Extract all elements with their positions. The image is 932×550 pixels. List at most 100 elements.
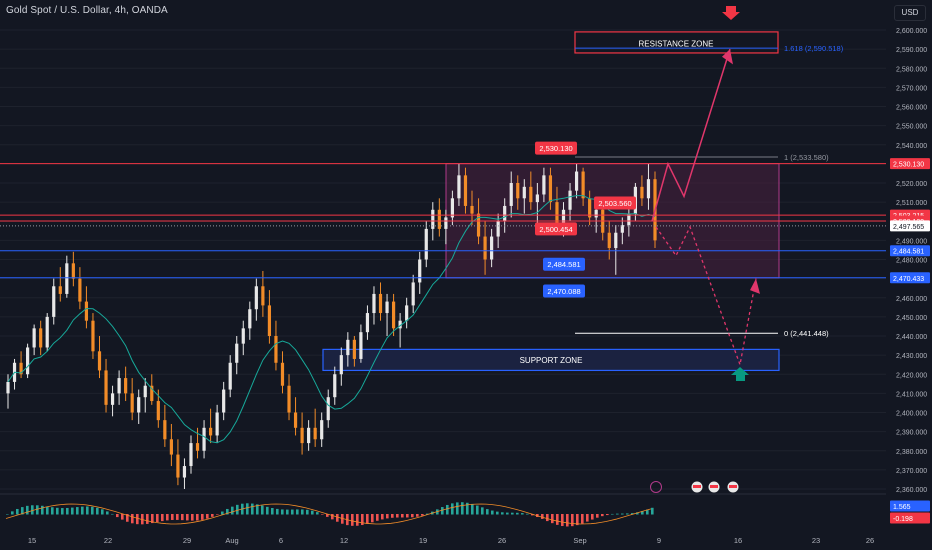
candle-body (195, 443, 200, 451)
price-tick-label: 2,360.000 (896, 487, 927, 494)
candle-body (215, 412, 219, 436)
sell-arrow-icon (722, 6, 740, 20)
price-tick-label: 2,420.000 (896, 372, 927, 379)
candle-body (287, 385, 291, 413)
oscillator-bar (416, 514, 419, 517)
oscillator-bar (396, 514, 399, 518)
oscillator-bar (326, 514, 329, 517)
candle-body (496, 221, 500, 237)
candle-body (378, 293, 383, 314)
candle-body (78, 278, 82, 302)
oscillator-pane (0, 493, 886, 527)
price-callout (535, 222, 577, 236)
candle-body (418, 259, 422, 283)
projection-arrows (651, 6, 760, 381)
candle-body (372, 293, 376, 314)
oscillator-bar (311, 510, 314, 515)
price-tick-label: 2,440.000 (896, 334, 927, 341)
time-axis: 15 22 29 Aug 6 12 19 26 Sep 9 16 23 26 (28, 536, 874, 545)
candle-body (588, 198, 592, 218)
price-tag (890, 220, 930, 232)
candle-body (424, 228, 428, 260)
oscillator-bar (21, 507, 24, 515)
oscillator-bar (256, 504, 259, 515)
time-tick-label: 12 (340, 536, 348, 545)
oscillator-bar (76, 507, 79, 515)
oscillator-bar (526, 513, 529, 515)
oscillator-bar (106, 511, 109, 515)
candle-body (163, 420, 167, 440)
oscillator-bar (11, 511, 14, 515)
oscillator-bar (341, 514, 344, 524)
candle-body (405, 305, 409, 321)
oscillator-bar (531, 514, 534, 516)
oscillator-bar (541, 514, 544, 519)
candle-body (450, 198, 455, 218)
oscillator-bar (476, 505, 479, 515)
oscillator-bar (316, 512, 319, 515)
candle-body (490, 236, 494, 260)
oscillator-bar (206, 514, 209, 519)
oscillator-bar (81, 506, 84, 515)
oscillator-bar (546, 514, 549, 522)
oscillator-bar (66, 507, 69, 515)
candle-body (529, 186, 533, 203)
candle-body (176, 454, 180, 478)
projection-arrowhead (722, 49, 733, 65)
candle-body (307, 427, 311, 444)
oscillator-bar (571, 514, 574, 527)
oscillator-bar (551, 514, 554, 524)
currency-badge[interactable]: USD (894, 5, 926, 21)
oscillator-bar (351, 514, 354, 526)
oscillator-bar (621, 513, 624, 515)
candle-body (241, 328, 245, 344)
price-tick-label: 2,600.000 (896, 28, 927, 35)
time-tick-label: 26 (866, 536, 874, 545)
price-callout-label: 2,503.560 (598, 199, 631, 208)
price-tick-label: 2,430.000 (896, 353, 927, 360)
candle-body (391, 301, 396, 329)
price-tick-label: 2,580.000 (896, 66, 927, 73)
oscillator-bar (186, 514, 189, 521)
oscillator-bar (426, 513, 429, 515)
us-flag-stripe (710, 485, 718, 488)
oscillator-bar (286, 509, 289, 515)
oscillator-bar (441, 507, 444, 515)
candle-body (320, 420, 324, 440)
time-tick-label: 23 (812, 536, 820, 545)
candle-body (365, 313, 370, 333)
oscillator-bar (251, 503, 254, 515)
oscillator-bar (651, 507, 654, 515)
oscillator-bar (506, 512, 509, 515)
oscillator-bar (596, 514, 599, 518)
oscillator-bar (371, 514, 374, 523)
oscillator-bar (96, 507, 99, 515)
candle-body (483, 236, 487, 260)
candle-body (594, 209, 598, 218)
candle-body (110, 393, 115, 405)
price-tick-label: 2,570.000 (896, 85, 927, 92)
oscillator-bar (61, 508, 64, 515)
candle-body (516, 183, 520, 199)
oscillator-bar (226, 508, 229, 515)
candle-body (444, 217, 448, 229)
oscillator-bar (236, 504, 239, 515)
support-zone (322, 348, 780, 372)
moving-average-line (7, 195, 656, 444)
support-zone-label: SUPPORT ZONE (520, 356, 583, 365)
time-tick-label: 16 (734, 536, 742, 545)
oscillator-bar (126, 514, 129, 522)
candle-body (248, 309, 252, 329)
candle-body (542, 175, 546, 195)
oscillator-bar (356, 514, 359, 526)
candle-body (182, 466, 187, 478)
oscillator-bar (171, 514, 174, 520)
lightning-icon (650, 481, 662, 493)
candle-body (202, 427, 206, 451)
oscillator-bar (486, 509, 489, 515)
price-tag (890, 512, 930, 524)
oscillator-bar (576, 514, 579, 526)
candle-body (84, 301, 89, 321)
us-flag-stripe (729, 485, 737, 488)
